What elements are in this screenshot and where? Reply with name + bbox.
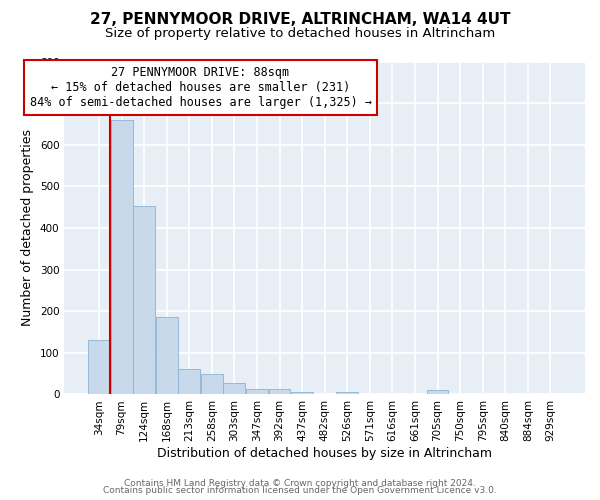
- Bar: [337, 392, 358, 394]
- Bar: [269, 389, 290, 394]
- Text: 27, PENNYMOOR DRIVE, ALTRINCHAM, WA14 4UT: 27, PENNYMOOR DRIVE, ALTRINCHAM, WA14 4U…: [90, 12, 510, 28]
- Bar: [110, 120, 133, 394]
- Y-axis label: Number of detached properties: Number of detached properties: [22, 130, 34, 326]
- Bar: [88, 340, 110, 394]
- Bar: [178, 370, 200, 394]
- Bar: [201, 374, 223, 394]
- Bar: [156, 318, 178, 394]
- Text: Contains HM Land Registry data © Crown copyright and database right 2024.: Contains HM Land Registry data © Crown c…: [124, 478, 476, 488]
- Text: 27 PENNYMOOR DRIVE: 88sqm
← 15% of detached houses are smaller (231)
84% of semi: 27 PENNYMOOR DRIVE: 88sqm ← 15% of detac…: [29, 66, 371, 108]
- Bar: [223, 383, 245, 394]
- Text: Contains public sector information licensed under the Open Government Licence v3: Contains public sector information licen…: [103, 486, 497, 495]
- Bar: [291, 392, 313, 394]
- Text: Size of property relative to detached houses in Altrincham: Size of property relative to detached ho…: [105, 28, 495, 40]
- Bar: [246, 389, 268, 394]
- Bar: [133, 206, 155, 394]
- Bar: [427, 390, 448, 394]
- X-axis label: Distribution of detached houses by size in Altrincham: Distribution of detached houses by size …: [157, 447, 492, 460]
